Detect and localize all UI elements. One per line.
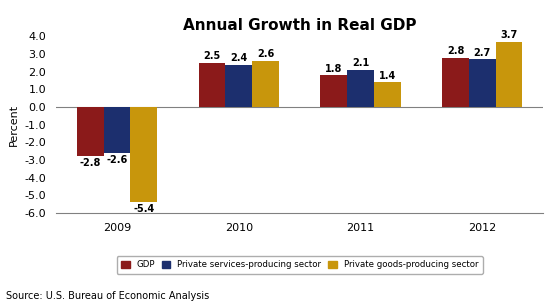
Text: 2.8: 2.8 bbox=[447, 46, 464, 56]
Text: -2.6: -2.6 bbox=[106, 155, 128, 164]
Text: 2.1: 2.1 bbox=[352, 58, 369, 68]
Title: Annual Growth in Real GDP: Annual Growth in Real GDP bbox=[183, 18, 416, 33]
Bar bbox=[77, 107, 104, 156]
Bar bbox=[130, 107, 157, 202]
Text: 2.5: 2.5 bbox=[203, 51, 221, 61]
Bar bbox=[104, 107, 130, 153]
Legend: GDP, Private services-producing sector, Private goods-producing sector: GDP, Private services-producing sector, … bbox=[116, 256, 483, 274]
Text: 2.6: 2.6 bbox=[257, 50, 274, 59]
Text: 2.4: 2.4 bbox=[230, 53, 248, 63]
Bar bbox=[320, 75, 347, 107]
Bar bbox=[496, 42, 522, 107]
Text: 1.8: 1.8 bbox=[325, 64, 342, 74]
Bar bbox=[198, 63, 225, 107]
Bar bbox=[347, 70, 374, 107]
Text: 3.7: 3.7 bbox=[501, 30, 518, 40]
Bar bbox=[469, 59, 496, 107]
Text: -2.8: -2.8 bbox=[80, 158, 101, 168]
Bar bbox=[252, 61, 279, 107]
Bar bbox=[225, 65, 252, 107]
Text: -5.4: -5.4 bbox=[133, 204, 155, 214]
Text: 2.7: 2.7 bbox=[474, 48, 491, 58]
Text: Source: U.S. Bureau of Economic Analysis: Source: U.S. Bureau of Economic Analysis bbox=[6, 291, 209, 301]
Bar bbox=[374, 82, 401, 107]
Bar bbox=[442, 58, 469, 107]
Text: 1.4: 1.4 bbox=[379, 71, 396, 81]
Y-axis label: Percent: Percent bbox=[9, 104, 19, 146]
